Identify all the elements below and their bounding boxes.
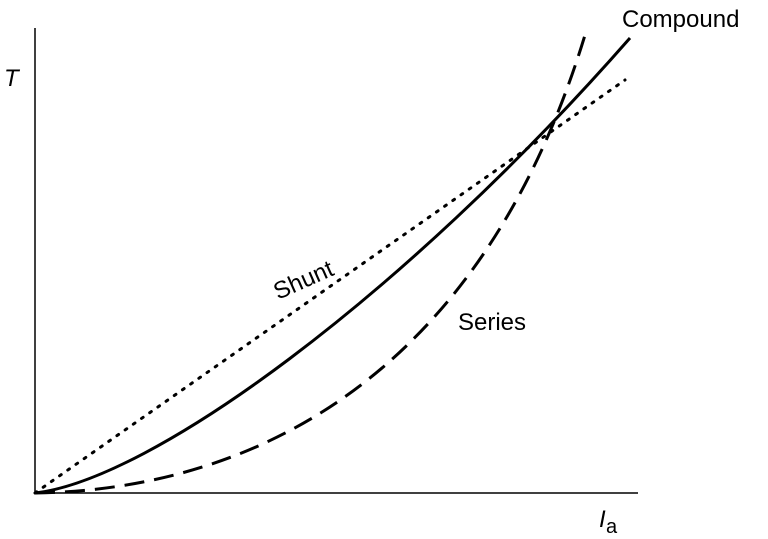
compound-curve: [34, 37, 632, 495]
compound-label: Compound: [622, 6, 739, 33]
series-label: Series: [458, 309, 526, 336]
y-axis-label: T: [4, 65, 21, 92]
series-curve: [34, 34, 587, 495]
shunt-label: Shunt: [269, 255, 338, 305]
x-axis-subscript: a: [606, 516, 618, 538]
x-axis-label: I: [599, 506, 606, 533]
shunt-curve: [33, 78, 627, 495]
